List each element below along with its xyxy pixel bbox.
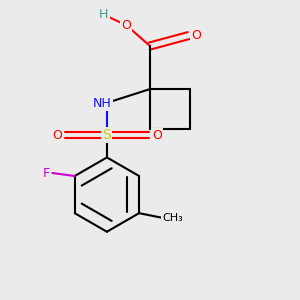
Text: O: O <box>52 129 62 142</box>
Text: O: O <box>191 29 201 42</box>
Text: NH: NH <box>93 98 112 110</box>
Text: F: F <box>42 167 50 179</box>
Text: O: O <box>121 19 131 32</box>
Text: O: O <box>152 129 162 142</box>
Text: H: H <box>99 8 109 21</box>
Text: CH₃: CH₃ <box>162 213 183 223</box>
Text: S: S <box>103 128 111 142</box>
